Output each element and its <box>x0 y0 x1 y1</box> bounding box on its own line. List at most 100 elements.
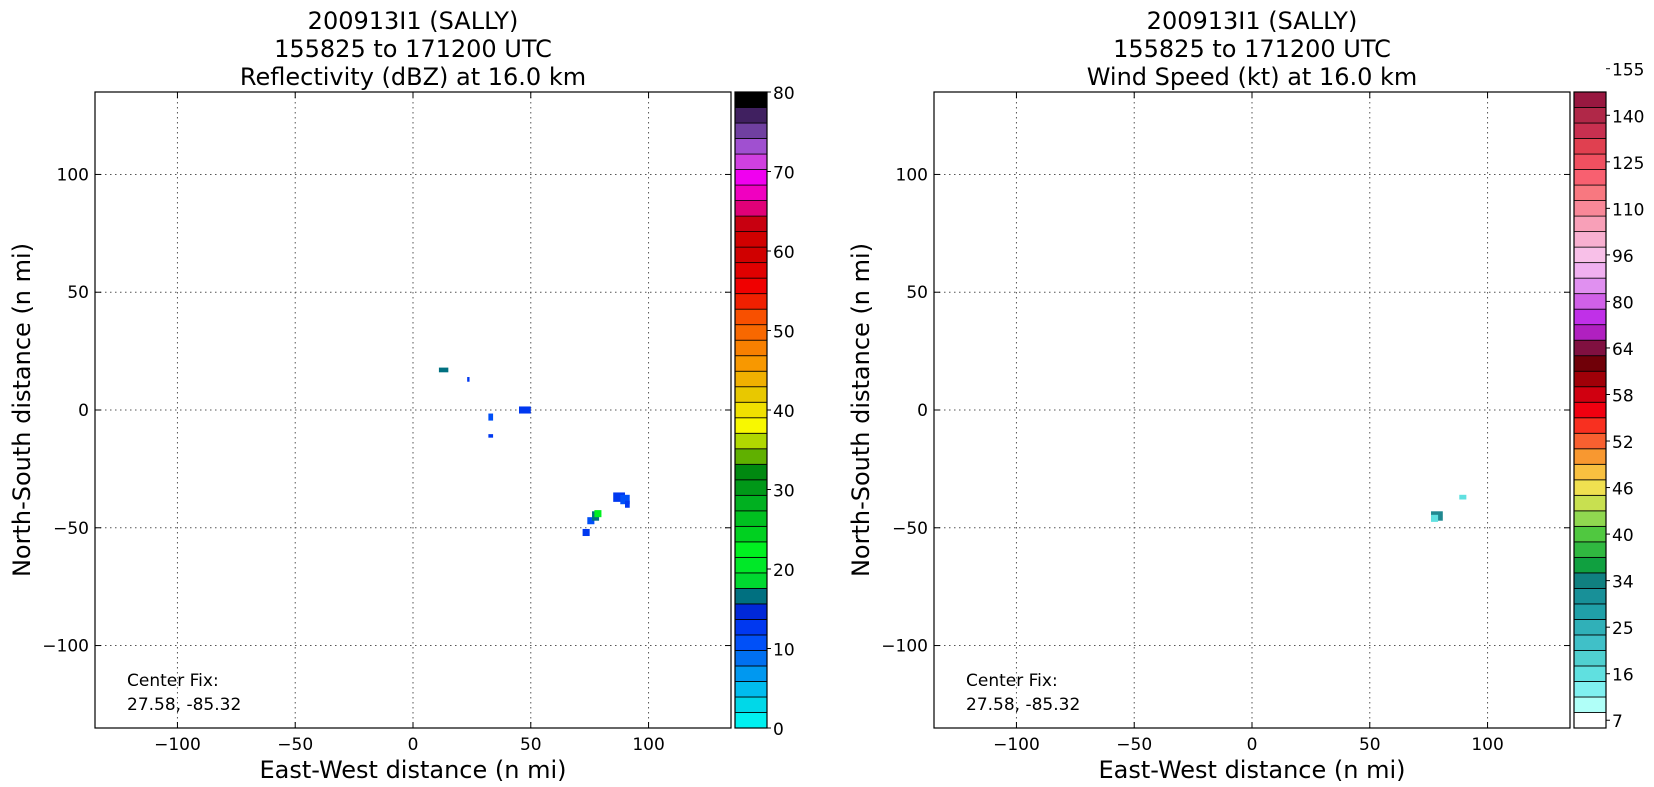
colorbar-tick-label: 96 <box>1612 247 1634 267</box>
chart-panel-1: 200913I1 (SALLY)155825 to 171200 UTCRefl… <box>8 7 795 784</box>
y-tick-label: −100 <box>42 637 89 657</box>
colorbar-segment <box>1573 681 1607 698</box>
x-tick-label: 100 <box>1471 735 1503 755</box>
colorbar-segment <box>734 525 768 543</box>
x-tick-label: 0 <box>408 735 419 755</box>
chart-title-line: 200913I1 (SALLY) <box>1147 7 1358 35</box>
colorbar-tick-label: 10 <box>773 641 795 661</box>
colorbar-tick-label: 125 <box>1612 154 1644 174</box>
colorbar-segment <box>734 169 768 186</box>
colorbar-segment <box>1573 184 1607 201</box>
colorbar-segment <box>734 231 768 248</box>
colorbar-tick-label: 0 <box>773 720 784 740</box>
chart-panel-2: 200913I1 (SALLY)155825 to 171200 UTCWind… <box>847 7 1644 784</box>
colorbar-tick-label: 80 <box>1612 293 1634 313</box>
colorbar-segment <box>734 324 768 341</box>
colorbar-segment <box>734 541 768 558</box>
colorbar-tick-label: 16 <box>1612 666 1634 686</box>
x-axis-label: East-West distance (n mi) <box>1098 756 1405 784</box>
colorbar-segment <box>734 681 768 698</box>
colorbar-segment <box>1573 200 1607 217</box>
colorbar-segment <box>1573 541 1607 558</box>
y-tick-label: 0 <box>78 401 89 421</box>
colorbar-tick-label: 25 <box>1612 619 1634 639</box>
colorbar-tick-label: 60 <box>773 243 795 263</box>
colorbar-segment <box>1573 293 1607 310</box>
colorbar-segment <box>1573 153 1607 170</box>
colorbar-tick-label: 70 <box>773 164 795 184</box>
colorbar-tick-label: 80 <box>773 84 795 104</box>
colorbar-tick-label: 30 <box>773 482 795 502</box>
colorbar-segment <box>1573 370 1607 388</box>
y-tick-label: −50 <box>53 519 89 539</box>
colorbar-segment <box>1573 386 1607 403</box>
colorbar-frame <box>1573 91 1607 729</box>
colorbar-segment <box>1573 479 1607 496</box>
colorbar-segment <box>734 665 768 682</box>
colorbar-segment <box>734 417 768 434</box>
colorbar-segment <box>734 696 768 713</box>
colorbar-segment <box>1573 634 1607 651</box>
colorbar-segment <box>1573 603 1607 620</box>
data-cell <box>582 528 590 537</box>
colorbar-segment <box>1573 417 1607 434</box>
colorbar-segment <box>734 634 768 651</box>
colorbar-tick-label: 50 <box>773 323 795 343</box>
colorbar-segment <box>1573 696 1607 713</box>
colorbar-tick-label: 40 <box>773 402 795 422</box>
colorbar-segment <box>1573 231 1607 248</box>
x-tick-label: −100 <box>993 735 1040 755</box>
colorbar-segment <box>734 153 768 170</box>
colorbar-segment <box>734 262 768 279</box>
colorbar-segment <box>734 712 768 729</box>
colorbar-segment <box>734 572 768 589</box>
chart-title-line: 155825 to 171200 UTC <box>274 35 552 63</box>
colorbar-tick-label: 46 <box>1612 480 1634 500</box>
center-fix-annotation: Center Fix: <box>966 671 1058 691</box>
colorbar-segment <box>1573 122 1607 139</box>
colorbar-segment <box>734 370 768 388</box>
colorbar-segment <box>1573 463 1607 481</box>
colorbar-segment <box>1573 587 1607 605</box>
x-tick-label: −50 <box>277 735 313 755</box>
colorbar-segment <box>1573 324 1607 341</box>
data-cell <box>438 367 449 373</box>
colorbar-segment <box>734 479 768 496</box>
colorbar-tick-label: 140 <box>1612 107 1644 127</box>
colorbar-tick-label: 52 <box>1612 433 1634 453</box>
colorbar-segment <box>734 107 768 124</box>
x-tick-label: 50 <box>1359 735 1381 755</box>
colorbar-segment <box>1573 138 1607 155</box>
colorbar-segment <box>1573 556 1607 574</box>
colorbar-segment <box>734 587 768 605</box>
colorbar-tick-label: 40 <box>1612 526 1634 546</box>
y-axis-label: North-South distance (n mi) <box>8 243 36 577</box>
colorbar-tick-label: 155 <box>1612 61 1644 81</box>
colorbar-segment <box>734 386 768 403</box>
colorbar-segment <box>1573 169 1607 186</box>
x-tick-label: −50 <box>1116 735 1152 755</box>
colorbar-segment <box>1573 246 1607 264</box>
colorbar-segment <box>1573 619 1607 636</box>
colorbar-segment <box>734 355 768 372</box>
colorbar-tick-label: 7 <box>1612 712 1623 732</box>
y-tick-label: 0 <box>917 401 928 421</box>
chart-title-line: Reflectivity (dBZ) at 16.0 km <box>240 63 586 91</box>
y-tick-label: 50 <box>67 283 89 303</box>
colorbar-segment <box>1573 712 1607 729</box>
y-tick-label: −100 <box>881 637 928 657</box>
colorbar-segment <box>734 184 768 201</box>
colorbar-segment <box>1573 525 1607 543</box>
colorbar-segment <box>1573 355 1607 372</box>
colorbar-segment <box>734 122 768 139</box>
data-cell <box>467 377 470 382</box>
chart-title-line: 200913I1 (SALLY) <box>308 7 519 35</box>
colorbar-segment <box>734 603 768 620</box>
colorbar-segment <box>1573 339 1607 357</box>
data-cell <box>613 492 625 502</box>
colorbar-segment <box>734 401 768 419</box>
colorbar-segment <box>1573 215 1607 233</box>
chart-title-line: Wind Speed (kt) at 16.0 km <box>1087 63 1418 91</box>
center-fix-annotation: 27.58, -85.32 <box>127 695 241 715</box>
